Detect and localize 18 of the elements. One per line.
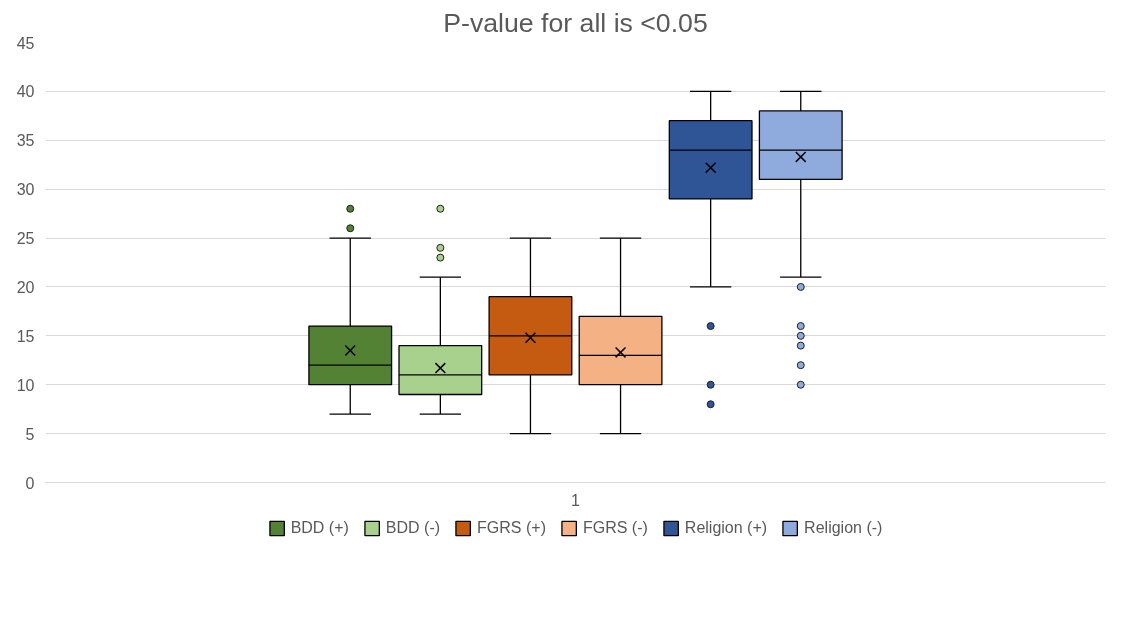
y-tick-label: 25 xyxy=(16,230,35,248)
legend-label: BDD (+) xyxy=(290,519,349,537)
legend-label: Religion (+) xyxy=(684,519,768,537)
y-tick-label: 20 xyxy=(16,278,35,296)
y-tick-label: 15 xyxy=(16,327,35,345)
legend-label: BDD (-) xyxy=(385,519,441,537)
legend-label: FGRS (+) xyxy=(477,519,546,537)
y-tick-label: 40 xyxy=(16,83,35,101)
y-tick-label: 35 xyxy=(16,132,35,150)
y-tick-label: 5 xyxy=(25,425,35,443)
y-tick-label: 0 xyxy=(25,474,35,492)
legend-label: FGRS (-) xyxy=(582,519,648,537)
chart-title: P-value for all is <0.05 xyxy=(443,7,708,38)
x-tick-label: 1 xyxy=(571,491,581,509)
y-tick-label: 30 xyxy=(16,181,35,199)
y-tick-label: 45 xyxy=(16,34,35,52)
y-tick-label: 10 xyxy=(16,376,35,394)
legend-label: Religion (-) xyxy=(804,519,883,537)
